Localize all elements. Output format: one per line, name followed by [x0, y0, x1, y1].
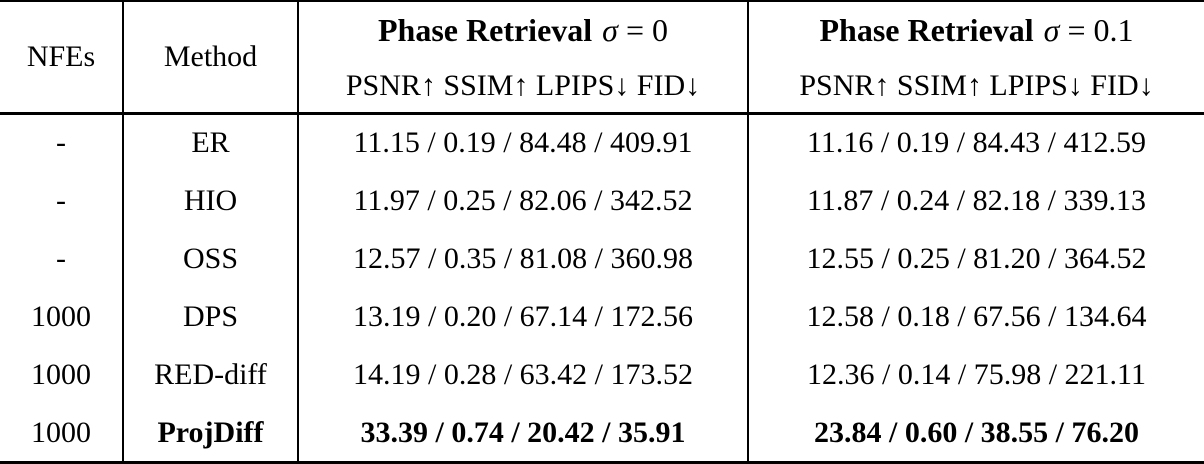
cell-metrics-sigma0: 12.57 / 0.35 / 81.08 / 360.98 — [298, 229, 749, 288]
sigma-symbol: σ — [1043, 12, 1060, 48]
table-row-oss: - OSS 12.57 / 0.35 / 81.08 / 360.98 12.5… — [0, 229, 1204, 288]
cell-method: OSS — [123, 229, 299, 288]
cell-metrics-sigma01: 12.55 / 0.25 / 81.20 / 364.52 — [806, 241, 1147, 275]
cell-metrics-sigma0: 11.97 / 0.25 / 82.06 / 342.52 — [298, 171, 749, 230]
cell-metrics-sigma01: 12.36 / 0.14 / 75.98 / 221.11 — [807, 358, 1146, 392]
group-header-row: NFEs Method Phase Retrieval σ = 0 Phase Re… — [0, 0, 1204, 115]
metrics-header-row: PSNR↑ SSIM↑ LPIPS↓ FID↓ PSNR↑ SSIM↑ LPIP… — [0, 59, 1204, 115]
cell-metrics-sigma01: 11.87 / 0.24 / 82.18 / 339.13 — [807, 183, 1146, 217]
metrics-header-sigma0: PSNR↑ SSIM↑ LPIPS↓ FID↓ — [298, 59, 749, 115]
sigma-symbol: σ — [602, 12, 618, 48]
group-title-text: Phase Retrieval — [378, 12, 593, 48]
cell-metrics-sigma0: 11.15 / 0.19 / 84.48 / 409.91 — [298, 113, 749, 172]
table-row-projdiff: 1000 ProjDiff 33.39 / 0.74 / 20.42 / 35.… — [0, 404, 1204, 464]
cell-metrics-sigma01: 11.16 / 0.19 / 84.43 / 412.59 — [807, 126, 1146, 160]
cell-metrics-sigma0: 13.19 / 0.20 / 67.14 / 172.56 — [298, 287, 749, 347]
cell-method: DPS — [123, 287, 299, 347]
cell-nfes: - — [0, 171, 124, 230]
cell-method: RED-diff — [123, 346, 299, 405]
metrics-header-sigma01: PSNR↑ SSIM↑ LPIPS↓ FID↓ — [748, 59, 1204, 115]
cell-metrics-sigma0: 14.19 / 0.28 / 63.42 / 173.52 — [298, 346, 749, 405]
cell-method: HIO — [123, 171, 299, 230]
cell-metrics-sigma01: 23.84 / 0.60 / 38.55 / 76.20 — [748, 404, 1204, 464]
table-row-hio: - HIO 11.97 / 0.25 / 82.06 / 342.52 11.8… — [0, 171, 1204, 230]
col-header-nfes: NFEs — [0, 0, 124, 115]
cell-method: ProjDiff — [123, 404, 299, 464]
cell-nfes: 1000 — [0, 287, 124, 347]
cell-metrics-sigma01: 12.58 / 0.18 / 67.56 / 134.64 — [806, 300, 1147, 334]
sigma-value: = 0.1 — [1067, 12, 1134, 48]
sigma-value: = 0 — [625, 12, 668, 48]
table-row-er: - ER 11.15 / 0.19 / 84.48 / 409.91 11.16… — [0, 113, 1204, 172]
cell-nfes: 1000 — [0, 404, 124, 464]
cell-nfes: 1000 — [0, 346, 124, 405]
table-row-red-diff: 1000 RED-diff 14.19 / 0.28 / 63.42 / 173… — [0, 346, 1204, 405]
group-header-sigma01: Phase Retrieval σ = 0.1 — [748, 0, 1204, 59]
cell-nfes: - — [0, 229, 124, 288]
col-header-method: Method — [123, 0, 299, 115]
cell-metrics-sigma0: 33.39 / 0.74 / 20.42 / 35.91 — [298, 404, 749, 464]
cell-nfes: - — [0, 113, 124, 172]
group-header-sigma0: Phase Retrieval σ = 0 — [298, 0, 749, 59]
group-title-text: Phase Retrieval — [819, 12, 1034, 48]
cell-method: ER — [123, 113, 299, 172]
table-row-dps: 1000 DPS 13.19 / 0.20 / 67.14 / 172.56 1… — [0, 287, 1204, 347]
